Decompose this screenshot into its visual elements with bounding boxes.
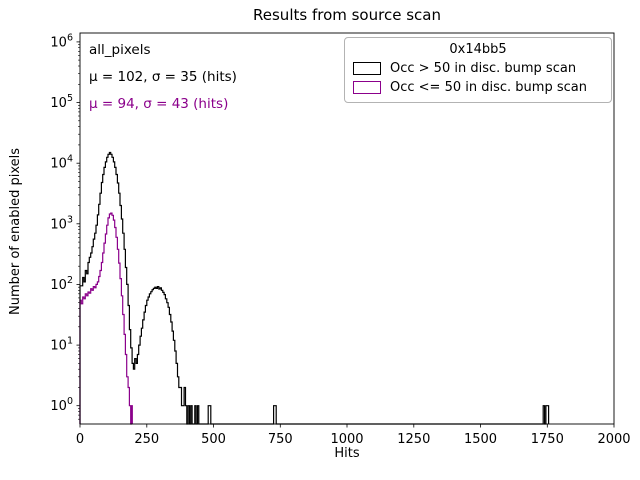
svg-text:100: 100 [50, 396, 73, 414]
legend-label-occ-le-50: Occ <= 50 in disc. bump scan [390, 80, 587, 95]
svg-text:104: 104 [50, 154, 73, 172]
svg-text:1750: 1750 [531, 432, 564, 447]
svg-text:500: 500 [201, 432, 226, 447]
annotation-mu-sigma-purple: μ = 94, σ = 43 (hits) [89, 96, 229, 112]
svg-text:106: 106 [50, 32, 73, 50]
legend-title: 0x14bb5 [449, 42, 507, 57]
svg-text:750: 750 [268, 432, 293, 447]
svg-text:2000: 2000 [597, 432, 630, 447]
svg-text:1250: 1250 [397, 432, 430, 447]
annotation-all-pixels: all_pixels [89, 42, 151, 58]
svg-text:1000: 1000 [330, 432, 363, 447]
svg-text:250: 250 [134, 432, 159, 447]
legend-label-occ-gt-50: Occ > 50 in disc. bump scan [390, 61, 577, 76]
y-axis-label: Number of enabled pixels [8, 147, 23, 315]
legend: 0x14bb5 Occ > 50 in disc. bump scan Occ … [344, 37, 612, 103]
svg-text:0: 0 [76, 432, 84, 447]
svg-text:102: 102 [50, 275, 73, 293]
svg-text:1500: 1500 [464, 432, 497, 447]
svg-text:105: 105 [50, 93, 73, 111]
chart-title: Results from source scan [253, 6, 441, 24]
legend-entry-occ-gt-50: Occ > 50 in disc. bump scan [353, 61, 603, 76]
svg-text:103: 103 [50, 214, 73, 232]
svg-text:101: 101 [50, 336, 73, 354]
legend-swatch-purple-icon [353, 81, 381, 94]
legend-swatch-black-icon [353, 62, 381, 75]
annotation-mu-sigma-black: μ = 102, σ = 35 (hits) [89, 69, 237, 85]
legend-entry-occ-le-50: Occ <= 50 in disc. bump scan [353, 80, 603, 95]
x-axis-label: Hits [334, 446, 360, 461]
